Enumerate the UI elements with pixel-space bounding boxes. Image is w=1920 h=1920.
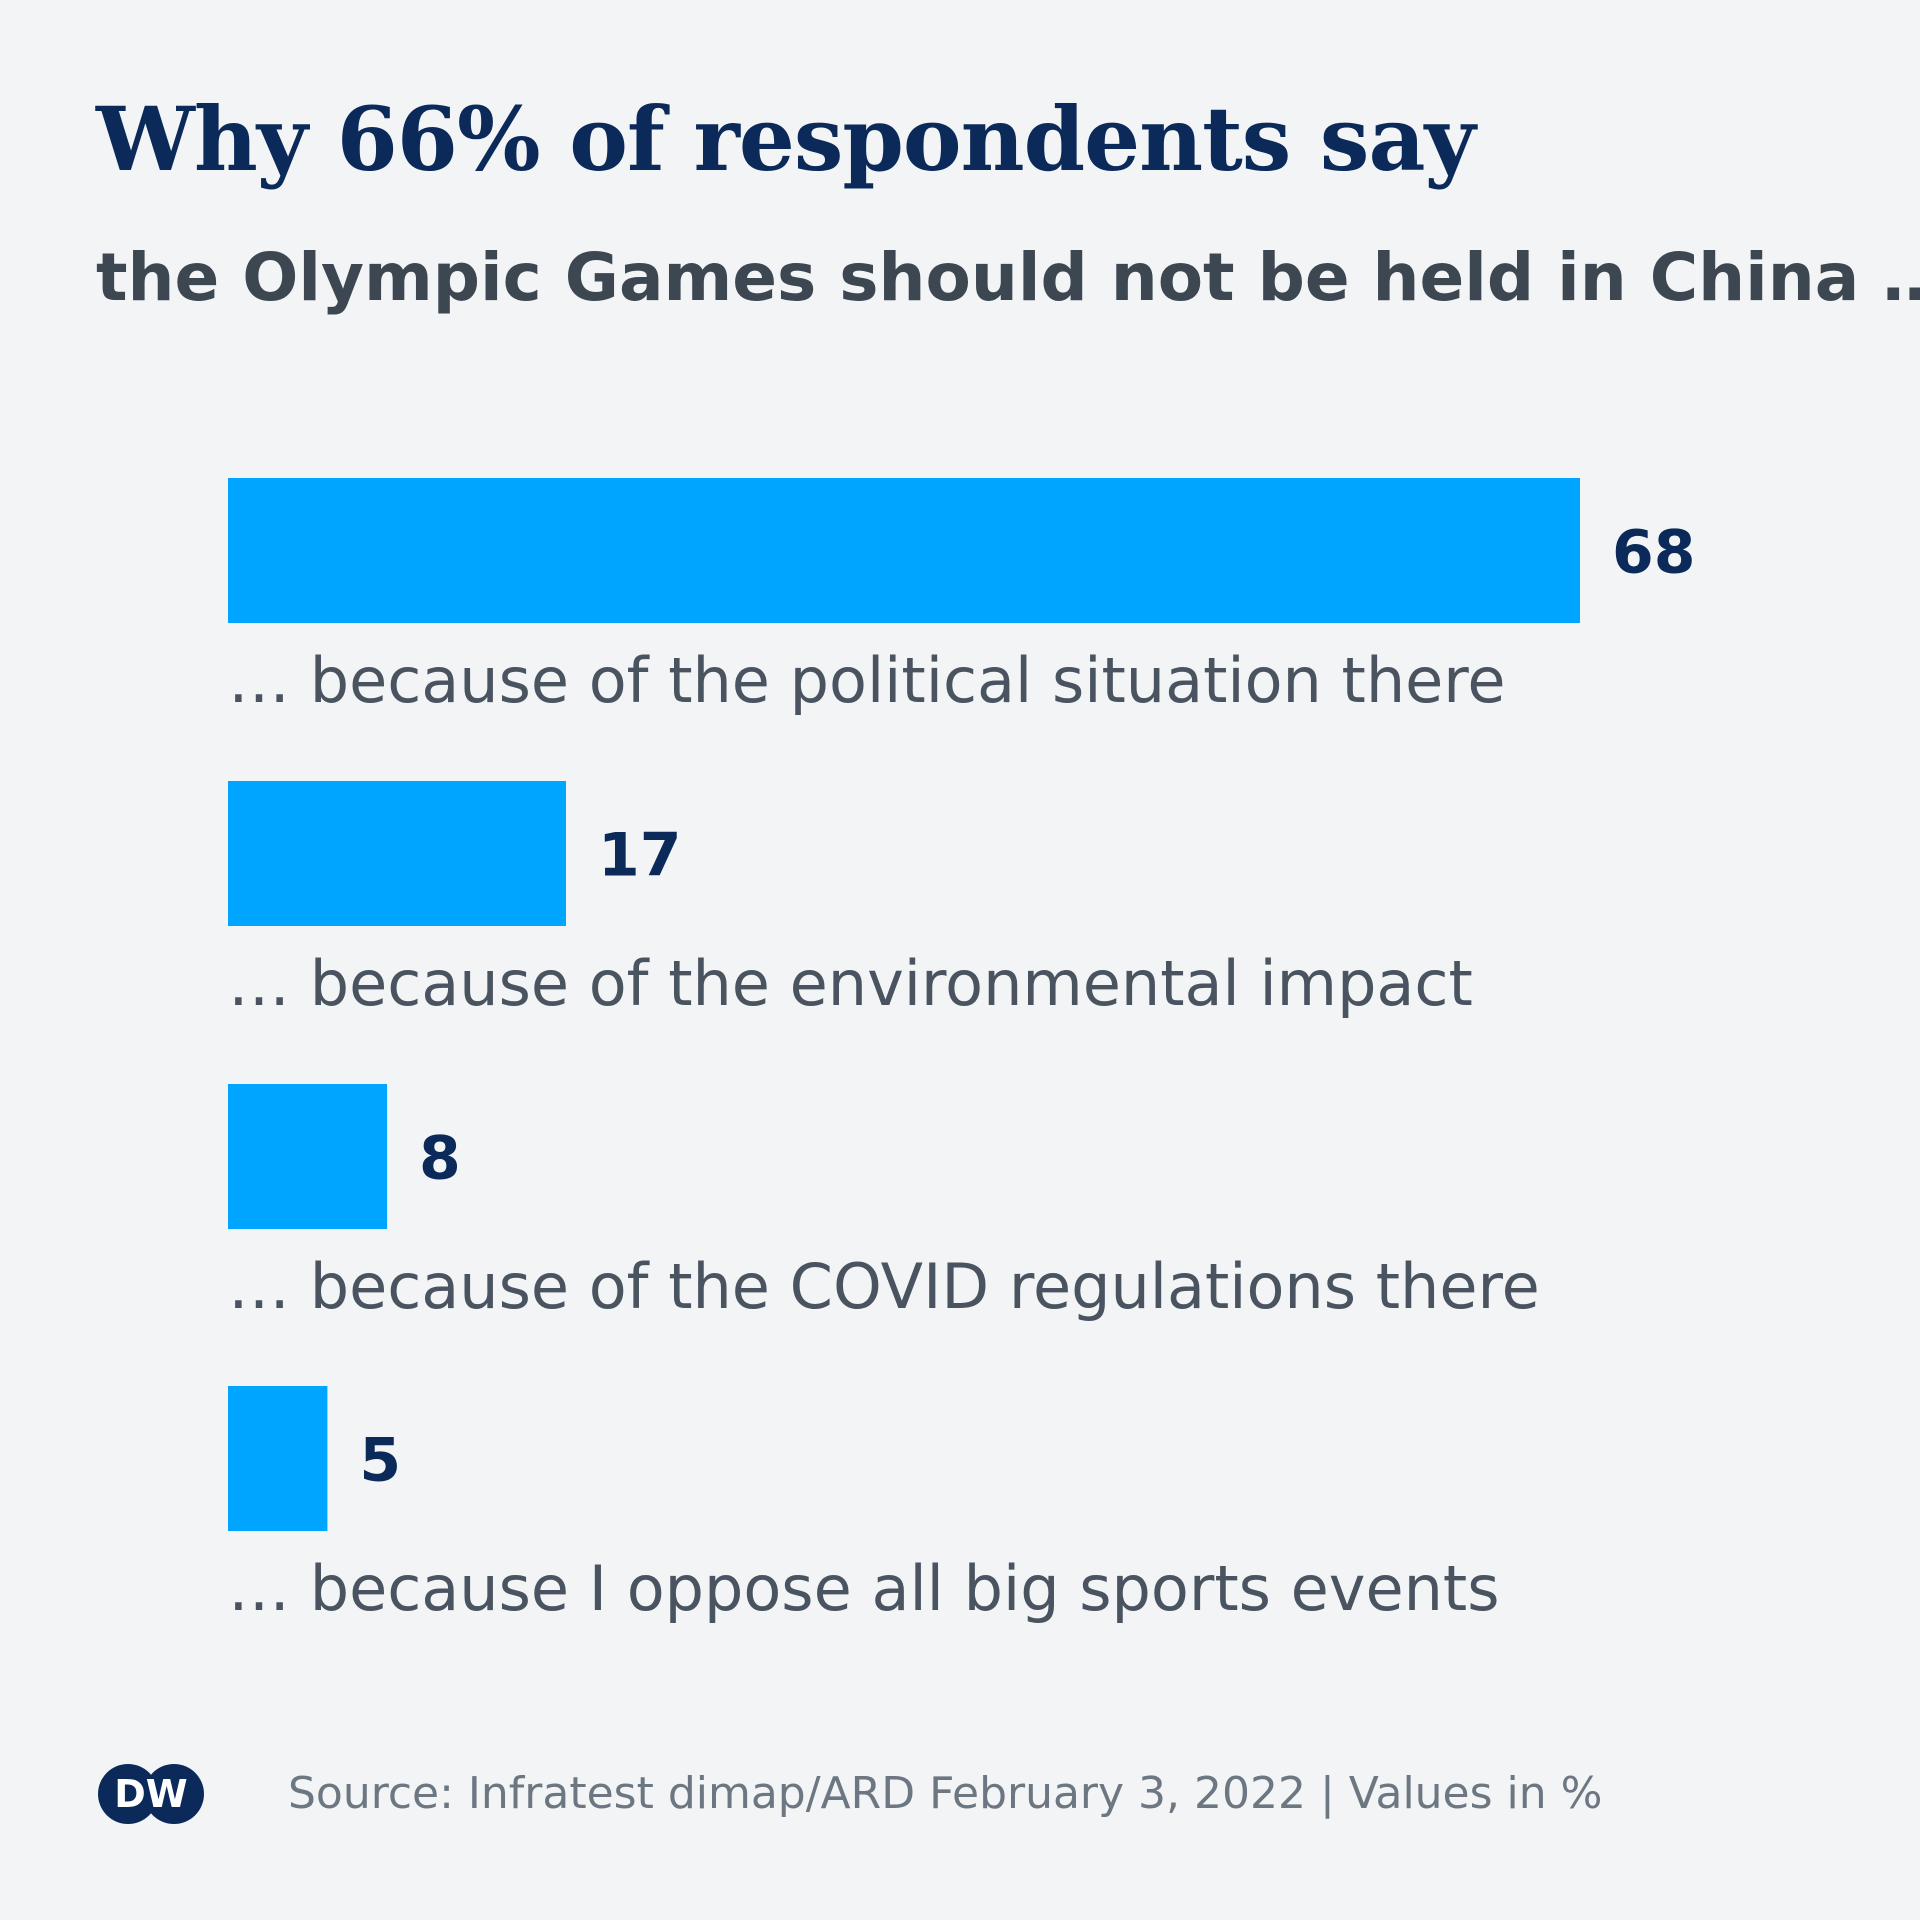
bar-chart: 68 … because of the political situation t… [228, 478, 1696, 1625]
bar-3 [228, 1084, 388, 1229]
bar-1 [228, 478, 1580, 623]
category-label-2: … because of the environmental impact [228, 947, 1473, 1020]
category-label-3: … because of the COVID regulations there [228, 1250, 1540, 1323]
value-label-4: 5 [359, 1426, 401, 1496]
value-label-1: 68 [1612, 518, 1696, 588]
category-label-4: … because I oppose all big sports events [228, 1552, 1500, 1625]
source-note: Source: Infratest dimap/ARD February 3, … [288, 1768, 1603, 1819]
value-label-3: 8 [419, 1124, 461, 1194]
value-label-2: 17 [598, 821, 682, 891]
chart-title: Why 66% of respondents say [96, 87, 1476, 191]
dw-logo-text: DW [114, 1772, 187, 1816]
bar-4 [228, 1386, 328, 1531]
dw-logo: DW [98, 1764, 204, 1824]
bar-2 [228, 781, 566, 926]
chart-subtitle: the Olympic Games should not be held in … [96, 239, 1920, 316]
category-label-1: … because of the political situation the… [228, 644, 1506, 717]
footer: DW Source: Infratest dimap/ARD February … [96, 1756, 1816, 1852]
